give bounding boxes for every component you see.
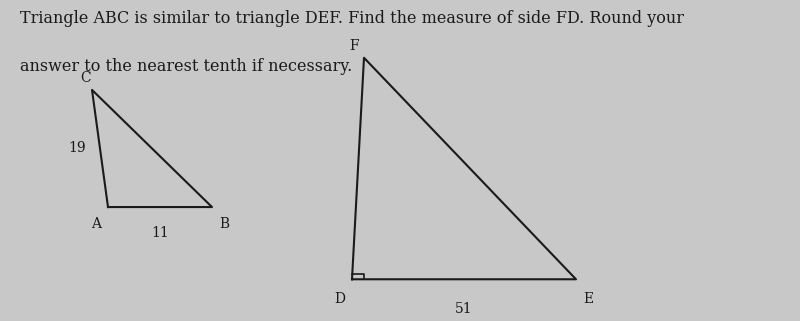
Text: B: B [219,217,229,231]
Text: C: C [80,71,91,85]
Text: A: A [91,217,101,231]
Text: Triangle ABC is similar to triangle DEF. Find the measure of side FD. Round your: Triangle ABC is similar to triangle DEF.… [20,10,684,27]
Text: 51: 51 [455,302,473,316]
Text: D: D [334,292,346,306]
Text: F: F [350,39,359,53]
Text: E: E [583,292,593,306]
Text: answer to the nearest tenth if necessary.: answer to the nearest tenth if necessary… [20,58,352,75]
Text: 19: 19 [68,142,86,155]
Text: 11: 11 [151,226,169,240]
